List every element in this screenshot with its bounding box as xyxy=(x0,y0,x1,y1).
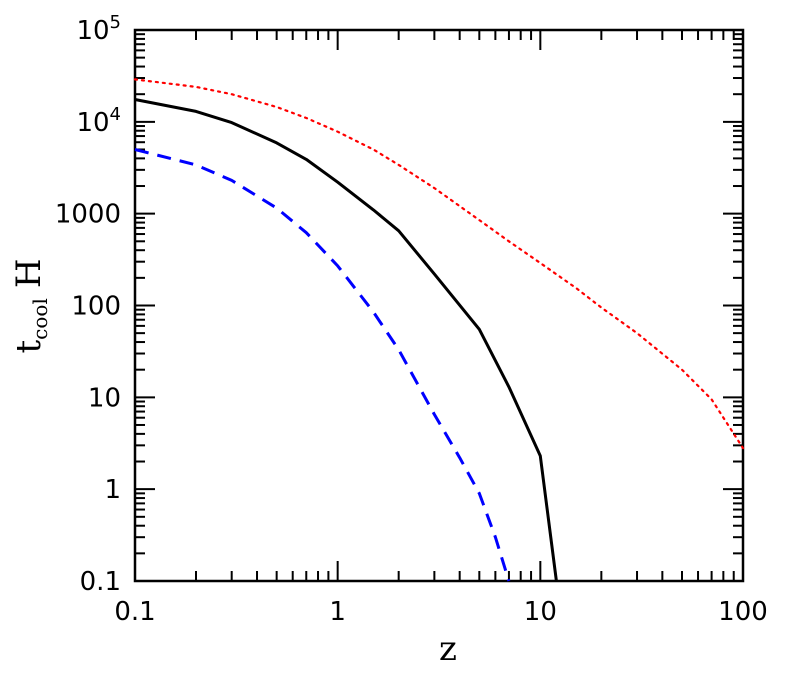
x-tick-label: 0.1 xyxy=(114,597,155,627)
y-axis-label: tcool H xyxy=(9,258,52,353)
major-ticks xyxy=(134,29,744,582)
y-tick-label: 10 xyxy=(88,383,121,413)
series-layer xyxy=(133,78,745,582)
series-line-dotted xyxy=(133,78,745,450)
x-tick-label: 1 xyxy=(329,597,346,627)
minor-ticks xyxy=(135,30,743,581)
y-tick-label: 1000 xyxy=(55,200,121,230)
y-tick-label: 104 xyxy=(76,104,121,138)
x-axis-label: z xyxy=(439,629,457,669)
x-tick-label: 10 xyxy=(524,597,557,627)
x-tick-label: 100 xyxy=(718,597,768,627)
y-axis-label-main: t xyxy=(9,340,49,354)
series-line-dashed xyxy=(134,148,511,582)
y-tick-label: 1 xyxy=(104,475,121,505)
y-tick-label: 105 xyxy=(76,12,121,46)
plot-frame xyxy=(133,28,745,583)
y-axis-label-sub: cool xyxy=(28,298,52,340)
y-tick-labels: 0.1 1 10 100 1000 104 105 xyxy=(55,12,121,597)
x-tick-labels: 0.1 1 10 100 xyxy=(114,597,768,627)
y-tick-label: 0.1 xyxy=(80,567,121,597)
series-line-solid xyxy=(134,98,558,582)
y-axis-label-suffix: H xyxy=(9,258,49,288)
y-tick-label: 100 xyxy=(71,292,121,322)
